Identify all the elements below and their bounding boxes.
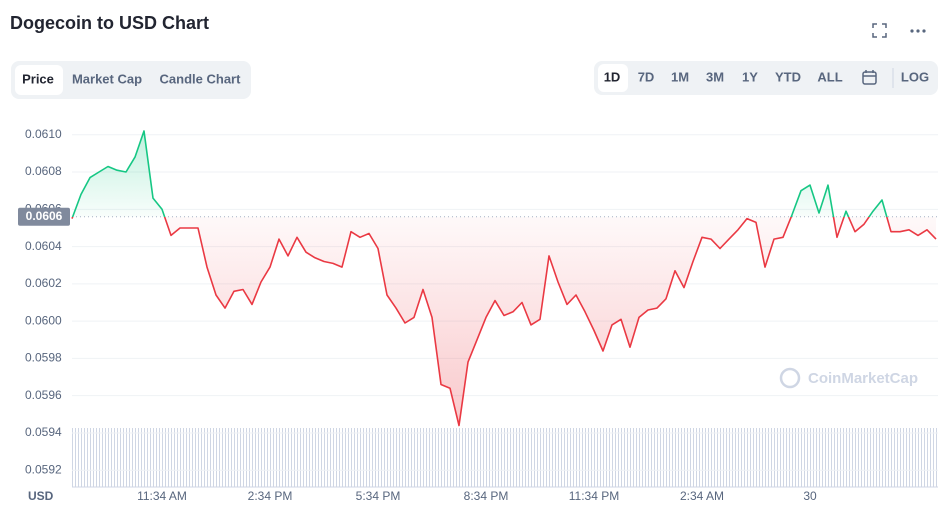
- calendar-icon[interactable]: [862, 70, 877, 85]
- log-button[interactable]: LOG: [901, 69, 929, 84]
- x-tick-label: 5:34 PM: [356, 489, 401, 503]
- watermark: CoinMarketCap: [808, 370, 918, 387]
- reference-label: 0.0606: [26, 209, 63, 223]
- y-tick-label: 0.0602: [25, 276, 62, 290]
- range-button[interactable]: ALL: [817, 69, 842, 84]
- x-tick-label: 30: [803, 489, 817, 503]
- range-button[interactable]: 7D: [638, 69, 655, 84]
- watermark-logo: [779, 367, 801, 389]
- tab-group: [11, 61, 251, 99]
- y-tick-label: 0.0610: [25, 127, 62, 141]
- y-tick-label: 0.0598: [25, 351, 62, 365]
- y-tick-label: 0.0604: [25, 239, 62, 253]
- y-unit-label: USD: [28, 489, 54, 503]
- range-button[interactable]: 1M: [671, 69, 689, 84]
- tab[interactable]: Candle Chart: [160, 71, 242, 86]
- y-tick-label: 0.0608: [25, 164, 62, 178]
- price-area: [72, 131, 936, 426]
- fullscreen-icon[interactable]: [872, 23, 887, 38]
- tab-selected-bg: [15, 65, 63, 95]
- range-button[interactable]: YTD: [775, 69, 801, 84]
- y-tick-label: 0.0600: [25, 313, 62, 327]
- more-icon[interactable]: [910, 29, 926, 33]
- range-selected-bg: [598, 64, 628, 92]
- y-tick-label: 0.0592: [25, 462, 62, 476]
- range-button[interactable]: 1D: [604, 69, 621, 84]
- range-button[interactable]: 1Y: [742, 69, 758, 84]
- y-tick-label: 0.0596: [25, 388, 62, 402]
- tab[interactable]: Market Cap: [72, 71, 142, 86]
- x-tick-label: 2:34 AM: [680, 489, 724, 503]
- chart-title: Dogecoin to USD Chart: [10, 13, 209, 33]
- x-tick-label: 11:34 AM: [137, 489, 187, 503]
- x-tick-label: 2:34 PM: [248, 489, 293, 503]
- x-tick-label: 11:34 PM: [569, 489, 619, 503]
- y-tick-label: 0.0594: [25, 425, 62, 439]
- x-tick-label: 8:34 PM: [464, 489, 509, 503]
- range-group: [594, 61, 938, 95]
- volume-bars: [72, 428, 938, 487]
- price-line: [71, 130, 937, 427]
- tab[interactable]: Price: [22, 71, 54, 86]
- range-button[interactable]: 3M: [706, 69, 724, 84]
- reference-tag: [18, 207, 70, 226]
